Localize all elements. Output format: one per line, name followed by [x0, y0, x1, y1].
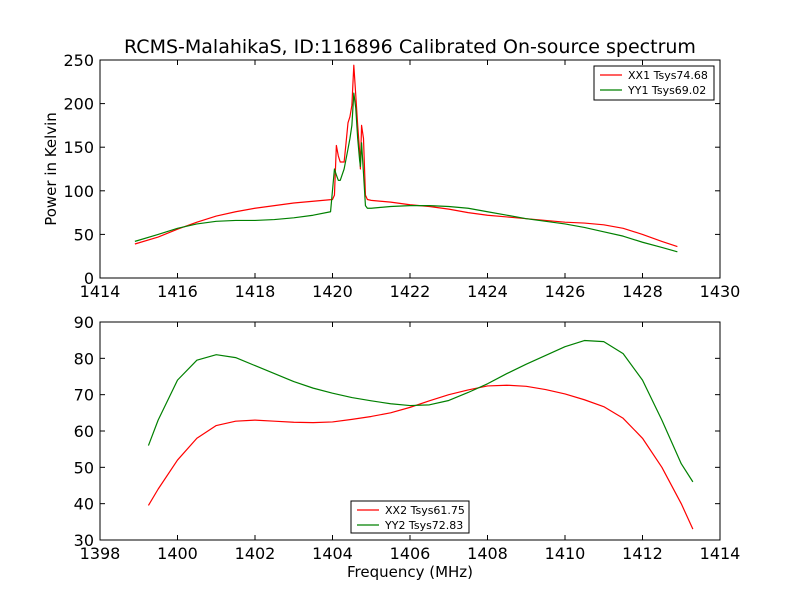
- x-tick-label: 1408: [467, 544, 508, 563]
- x-tick-label: 1414: [80, 282, 121, 301]
- legend: XX1 Tsys74.68 YY1 Tsys69.02: [593, 65, 715, 101]
- y-tick-label: 0: [84, 269, 94, 288]
- y-tick-label: 70: [74, 386, 94, 405]
- legend-box: [593, 65, 715, 101]
- x-axis-label: Frequency (MHz): [347, 563, 473, 581]
- y-tick-label: 50: [74, 225, 94, 244]
- y-tick-label: 250: [63, 51, 94, 70]
- x-tick-label: 1398: [80, 544, 121, 563]
- legend-label: YY1 Tsys69.02: [627, 84, 706, 97]
- y-tick-label: 40: [74, 495, 94, 514]
- y-tick-label: 50: [74, 458, 94, 477]
- legend-label: XX2 Tsys61.75: [385, 504, 465, 517]
- x-tick-label: 1400: [157, 544, 198, 563]
- y-tick-label: 200: [63, 95, 94, 114]
- legend-label: YY2 Tsys72.83: [384, 519, 463, 532]
- x-tick-label: 1430: [700, 282, 741, 301]
- x-tick-label: 1402: [235, 544, 276, 563]
- top-plot: 1414 1416 1418 1420 1422 1424 1426 1428 1430 0 50 1…: [42, 51, 740, 301]
- x-tick-label: 1406: [390, 544, 431, 563]
- series-line-yy1: [134, 92, 678, 253]
- legend-label: XX1 Tsys74.68: [628, 69, 708, 82]
- series-line-yy2: [147, 339, 694, 483]
- x-tick-label: 1416: [157, 282, 198, 301]
- legend: XX2 Tsys61.75 YY2 Tsys72.83: [350, 500, 470, 534]
- figure-title: RCMS-MalahikaS, ID:116896 Calibrated On-…: [124, 36, 696, 58]
- x-tick-label: 1404: [312, 544, 353, 563]
- y-tick-label: 30: [74, 531, 94, 550]
- x-tick-label: 1414: [700, 544, 741, 563]
- y-tick-label: 80: [74, 349, 94, 368]
- x-tick-label: 1420: [312, 282, 353, 301]
- x-tick-label: 1422: [390, 282, 431, 301]
- x-tick-label: 1426: [545, 282, 586, 301]
- y-tick-label: 100: [63, 182, 94, 201]
- x-tick-label: 1418: [235, 282, 276, 301]
- x-tick-label: 1412: [622, 544, 663, 563]
- legend-box: [350, 500, 470, 534]
- x-tick-label: 1428: [622, 282, 663, 301]
- y-tick-label: 90: [74, 313, 94, 332]
- y-axis-label: Power in Kelvin: [42, 112, 60, 226]
- x-tick-label: 1424: [467, 282, 508, 301]
- bottom-plot: 1398 1400 1402 1404 1406 1408 1410 1412 1414 30 40…: [74, 313, 741, 581]
- series-line-xx2: [147, 384, 694, 530]
- y-tick-label: 150: [63, 138, 94, 157]
- y-tick-label: 60: [74, 422, 94, 441]
- x-tick-label: 1410: [545, 544, 586, 563]
